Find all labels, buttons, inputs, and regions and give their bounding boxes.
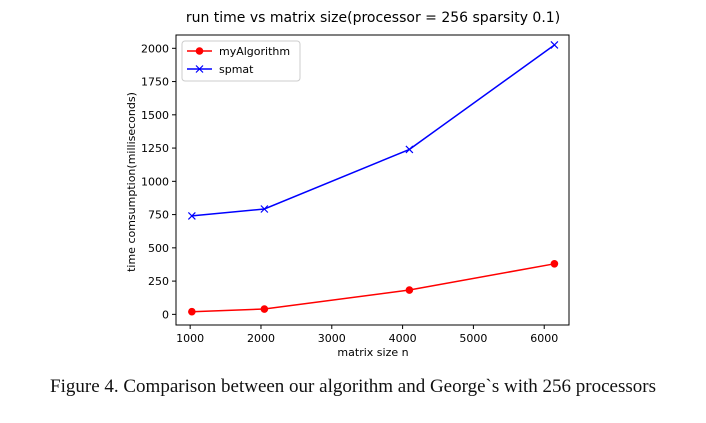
y-tick-label: 250 (148, 275, 169, 288)
x-tick-label: 6000 (530, 332, 558, 345)
y-tick-label: 1500 (141, 109, 169, 122)
figure-caption: Figure 4. Comparison between our algorit… (50, 376, 656, 397)
legend-marker-myalgorithm (195, 47, 204, 55)
legend-label-myalgorithm: myAlgorithm (219, 45, 290, 58)
data-point-myalgorithm (188, 307, 196, 316)
chart-title: run time vs matrix size(processor = 256 … (186, 10, 560, 26)
legend-marker-spmat (195, 65, 204, 73)
plot-area (187, 41, 559, 316)
legend: myAlgorithm spmat (181, 40, 301, 82)
x-tick-label: 4000 (389, 332, 417, 345)
y-tick-label: 1250 (141, 142, 169, 155)
y-tick-label: 0 (162, 308, 169, 321)
y-tick-label: 750 (148, 209, 169, 222)
legend-label-spmat: spmat (219, 63, 254, 76)
y-tick-label: 1000 (141, 175, 169, 188)
series-line-myalgorithm (191, 263, 555, 313)
x-tick-label: 1000 (176, 332, 204, 345)
y-axis-label: time comsumption(milliseconds) (125, 92, 138, 272)
y-tick-label: 500 (148, 242, 169, 255)
data-point-spmat (260, 205, 269, 213)
series-line-spmat (191, 44, 555, 217)
x-tick-label: 2000 (247, 332, 275, 345)
data-point-myalgorithm (550, 260, 559, 268)
y-tick-label: 1750 (141, 76, 169, 89)
y-tick-label: 2000 (141, 42, 169, 55)
axis-ticks: 1000 2000 3000 4000 5000 6000 0 250 500 750 1000 12… (141, 42, 558, 345)
plot-frame (175, 34, 570, 326)
data-point-myalgorithm (260, 305, 269, 313)
data-point-spmat (405, 145, 414, 154)
x-tick-label: 3000 (318, 332, 346, 345)
x-tick-label: 5000 (459, 332, 487, 345)
data-point-spmat (550, 41, 559, 49)
x-axis-label: matrix size n (337, 346, 408, 359)
data-point-myalgorithm (405, 286, 414, 294)
data-point-spmat (187, 211, 196, 220)
